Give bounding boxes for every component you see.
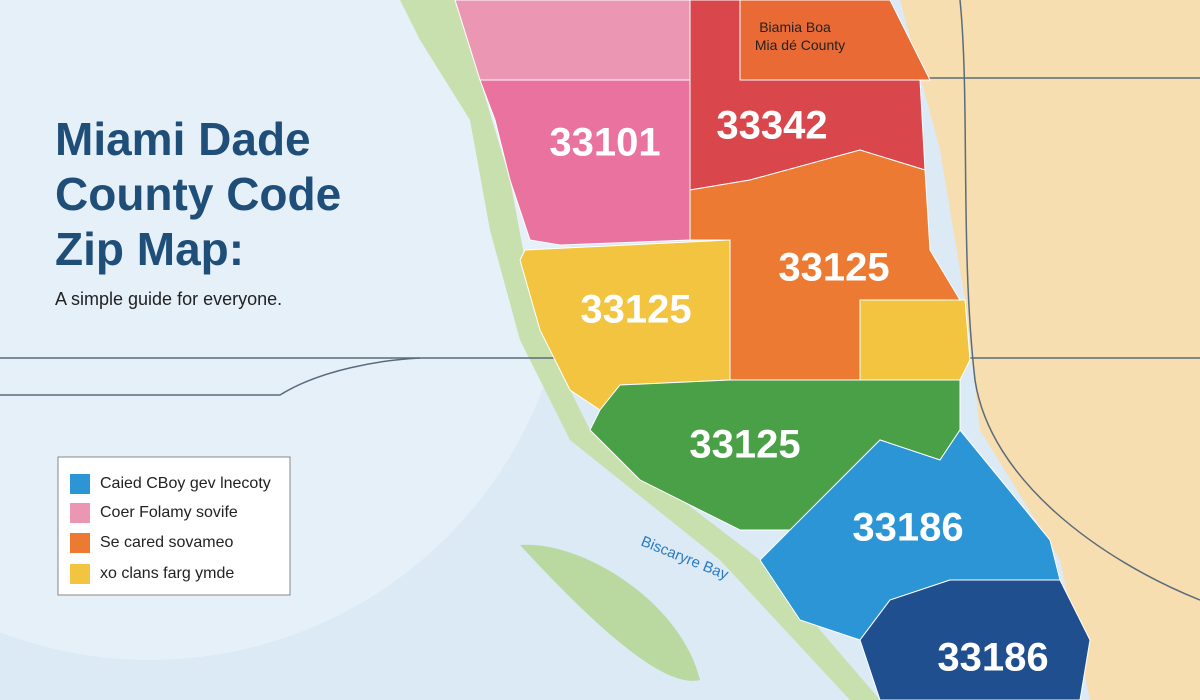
legend-label: Coer Folamy sovife [100, 504, 238, 521]
zip-label: 33125 [580, 288, 691, 332]
legend-swatch [70, 474, 90, 494]
legend-label: Caied CBoy gev lnecoty [100, 475, 271, 492]
legend-label: Se cared sovameo [100, 534, 234, 551]
zip-regions [454, 0, 1091, 700]
legend-box [57, 456, 291, 596]
map-label: Mia dé County [755, 37, 845, 53]
zip-label: 33186 [937, 636, 1048, 680]
coast [400, 0, 880, 700]
title-line: Zip Map: [55, 223, 244, 275]
land [900, 0, 1200, 700]
map-label: Biamia Boa [759, 19, 831, 35]
zip-label: 33342 [716, 104, 827, 148]
legend: Caied CBoy gev lnecoty Coer Folamy sovif… [57, 456, 291, 596]
legend-swatch [70, 503, 90, 523]
island [520, 544, 700, 681]
subtitle: A simple guide for everyone. [55, 289, 282, 309]
legend-label: xo clans farg ymde [100, 565, 234, 582]
zip-label: 33186 [852, 506, 963, 550]
zip-label: 33125 [689, 423, 800, 467]
title-line: Miami Dade [55, 113, 311, 165]
zip-label: 33101 [549, 121, 660, 165]
legend-swatch [70, 564, 90, 584]
zip-label: 33125 [778, 246, 889, 290]
legend-swatch [70, 533, 90, 553]
title-line: County Code [55, 168, 341, 220]
